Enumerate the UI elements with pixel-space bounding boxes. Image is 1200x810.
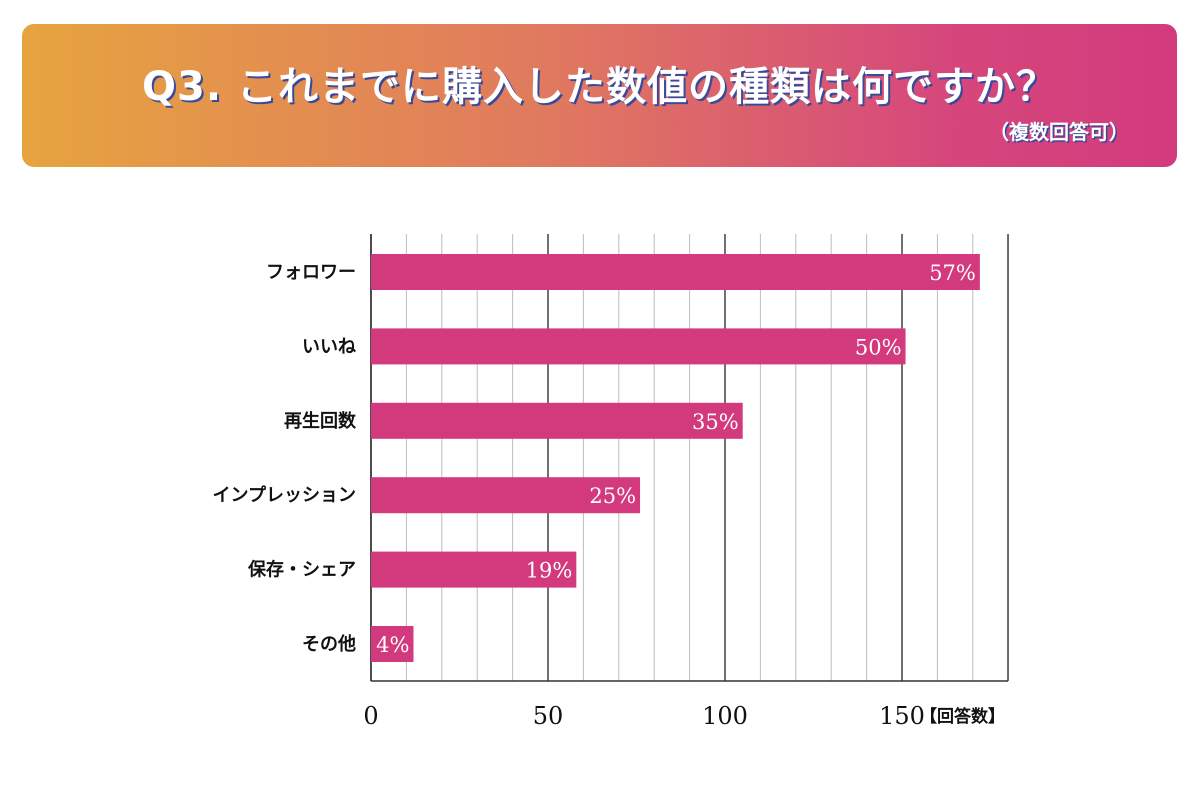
data-label: 19%: [526, 559, 573, 583]
category-label: 保存・シェア: [247, 559, 356, 581]
bar: [371, 551, 577, 588]
bar: [371, 626, 414, 662]
x-tick-label: 0: [363, 702, 378, 730]
bar: [371, 402, 743, 439]
data-label: 25%: [589, 484, 636, 508]
bar: [371, 477, 641, 514]
x-tick-label: 150: [879, 702, 925, 730]
chart-title: Q3. これまでに購入した数値の種類は何ですか？: [142, 64, 1057, 110]
chart-subtitle: （複数回答可）: [989, 120, 1129, 144]
x-tick-label: 100: [702, 702, 748, 730]
category-label: いいね: [302, 336, 356, 357]
category-label: その他: [302, 633, 356, 655]
bar: [371, 328, 906, 365]
category-label: 再生回数: [284, 410, 357, 432]
data-label: 50%: [855, 335, 902, 359]
x-axis-unit-label: 【回答数】: [920, 706, 1005, 727]
category-label: インプレッション: [213, 484, 356, 506]
bar: [371, 254, 980, 290]
x-tick-label: 50: [533, 702, 564, 730]
title-banner: Q3. これまでに購入した数値の種類は何ですか？ （複数回答可）: [22, 24, 1177, 167]
data-label: 4%: [376, 633, 409, 657]
category-label: フォロワー: [266, 262, 356, 283]
data-label: 35%: [692, 410, 739, 434]
data-label: 57%: [929, 261, 976, 285]
